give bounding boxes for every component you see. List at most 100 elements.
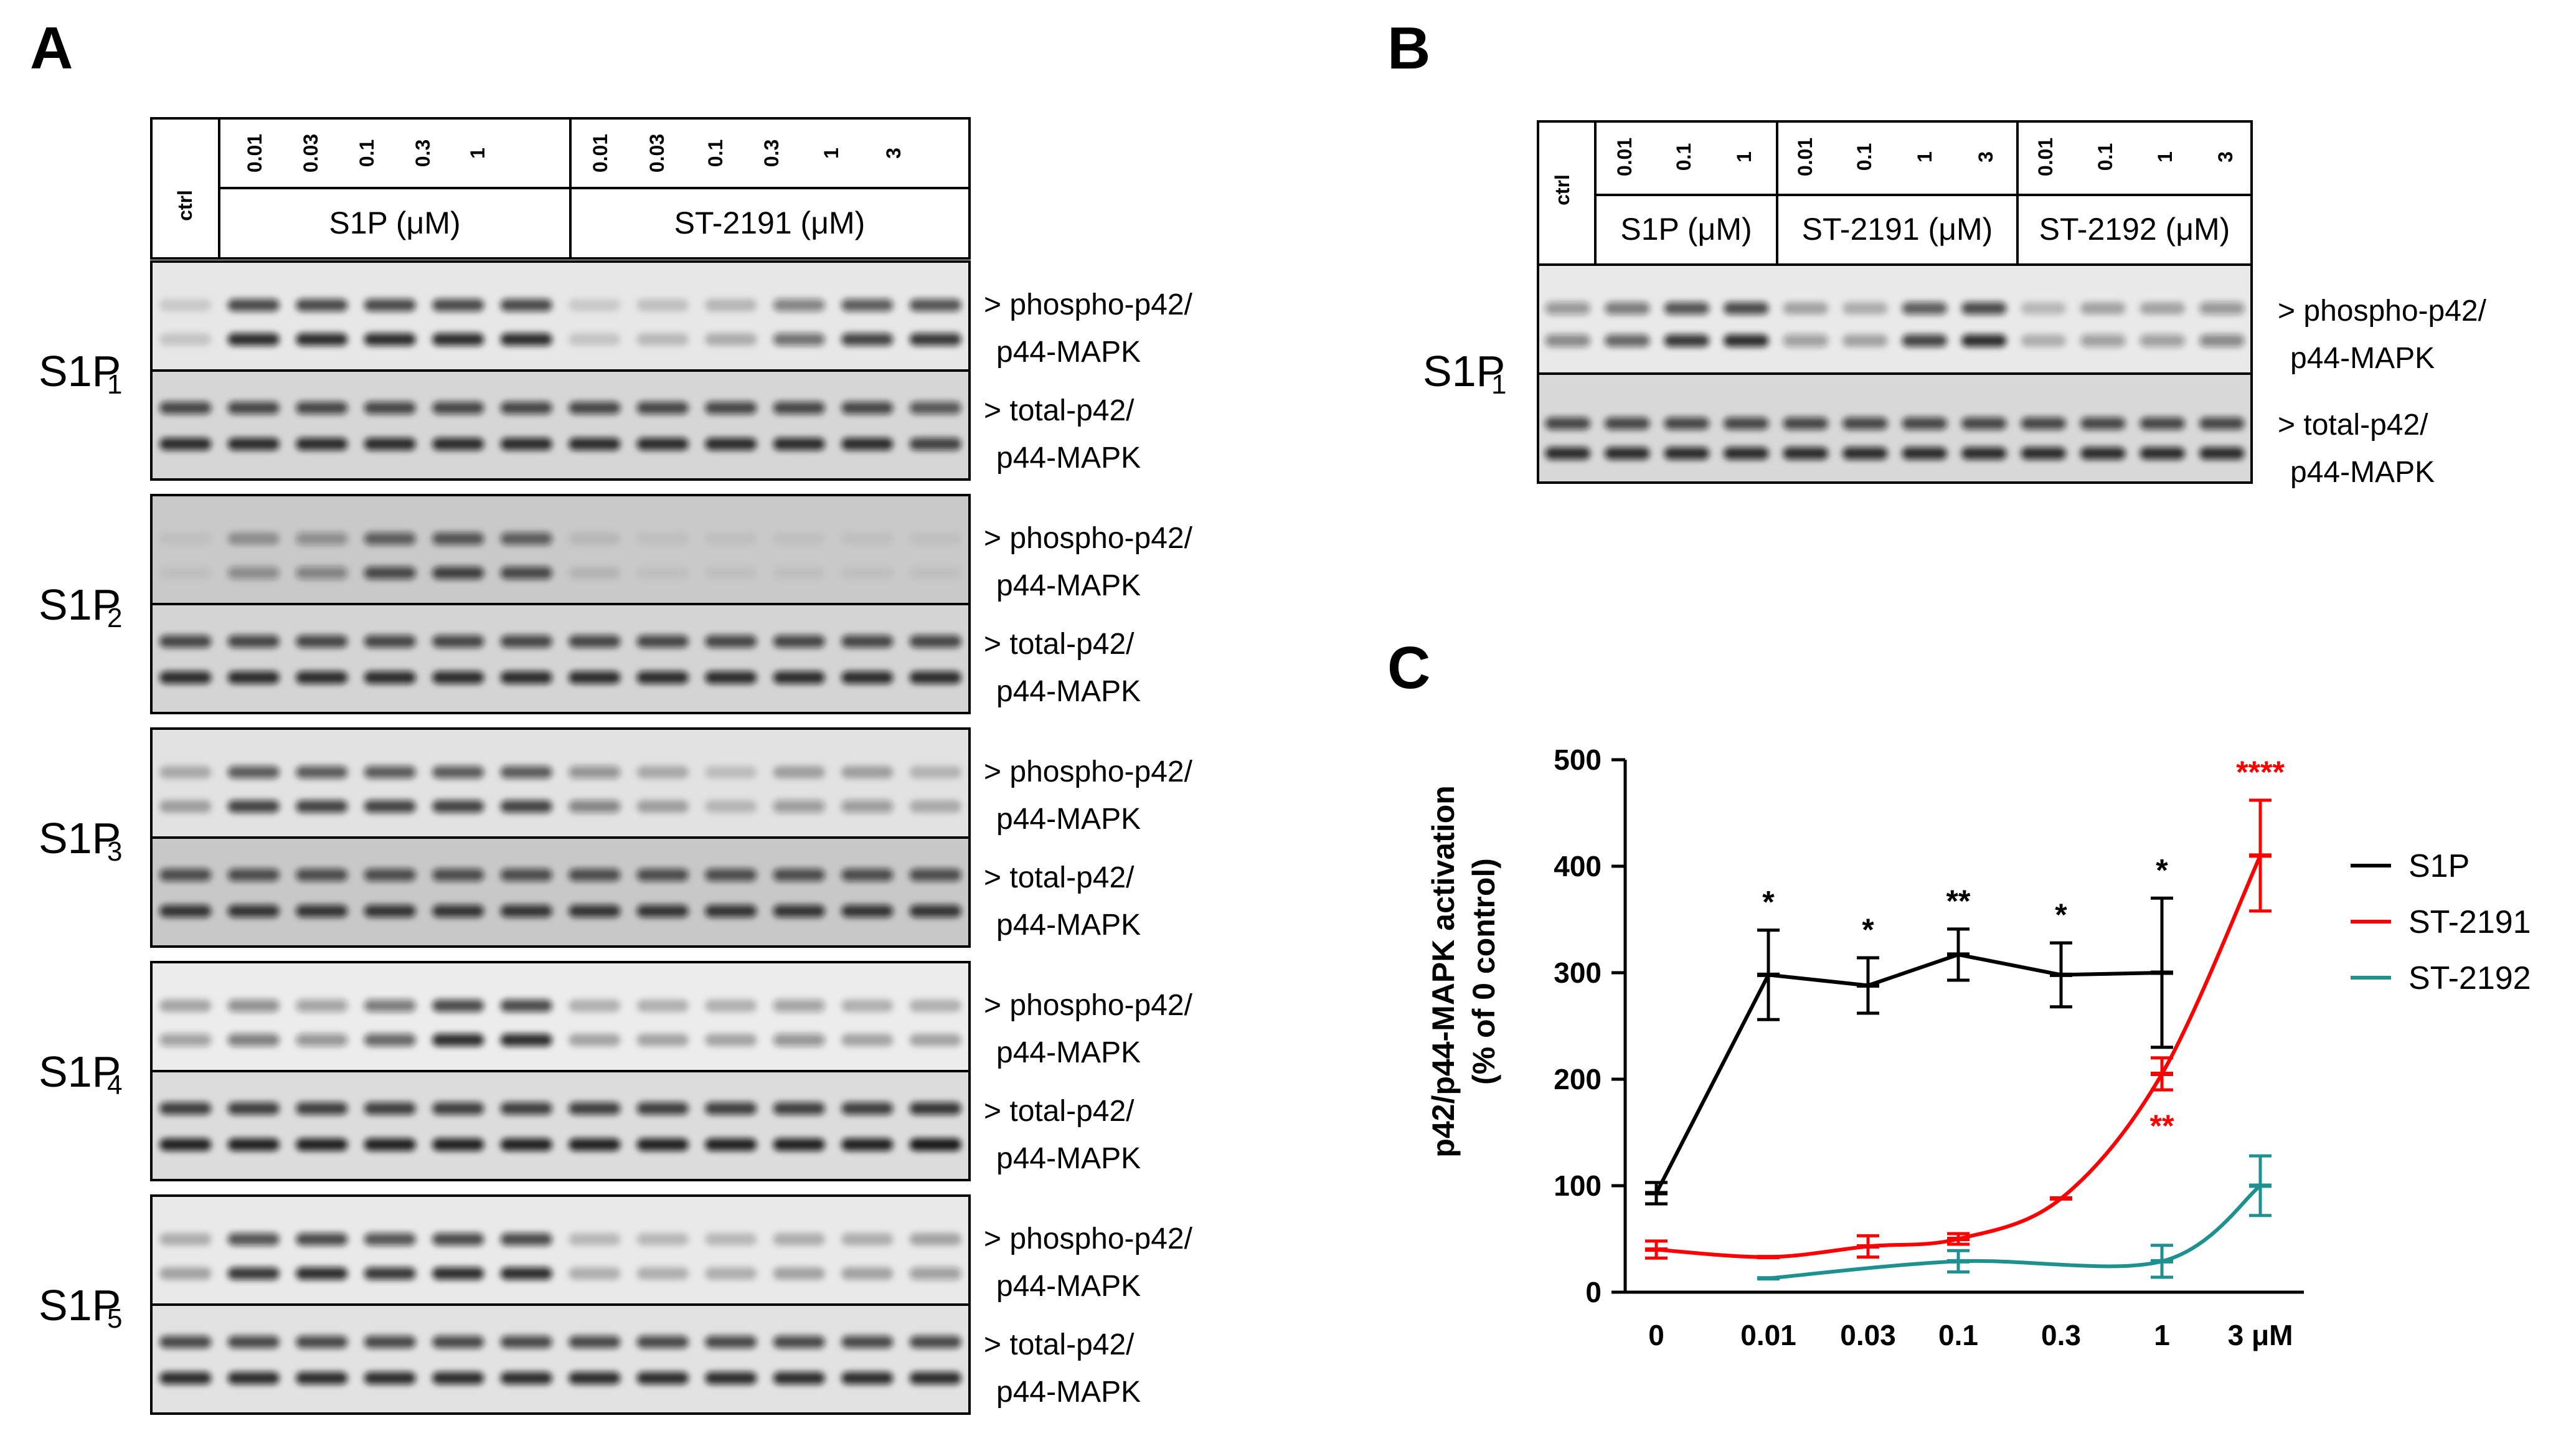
legend-item: S1P bbox=[2351, 848, 2470, 884]
blot-band bbox=[569, 671, 621, 684]
blot-band bbox=[296, 438, 348, 450]
blot-band bbox=[227, 333, 280, 346]
blot-phospho bbox=[150, 1194, 971, 1306]
panel-a-st2191-dose: 0.1 bbox=[704, 139, 727, 167]
blot-band bbox=[500, 1233, 552, 1245]
blot-band bbox=[1961, 417, 2007, 430]
blot-band bbox=[159, 333, 212, 346]
receptor-label-sub: 4 bbox=[107, 1070, 122, 1100]
panel-a-s1p-dose: 0.1 bbox=[356, 139, 378, 167]
blot-band bbox=[909, 1233, 961, 1245]
panel-c: C 0 100 200 300 400 500 0 0.01 0.03 0.1 0.3 1 3 μM *… bbox=[1387, 635, 2531, 1351]
blot-band bbox=[909, 532, 961, 545]
total-label-line2: p44-MAPK bbox=[996, 675, 1141, 708]
panel-a-group-st2191: ST-2191 (μM) bbox=[674, 206, 866, 240]
blot-band bbox=[705, 869, 757, 881]
blot-band bbox=[636, 567, 689, 579]
blot-band bbox=[432, 532, 484, 545]
blot-band bbox=[841, 402, 894, 414]
series-line bbox=[1654, 952, 2163, 1194]
blot-band bbox=[159, 905, 212, 917]
total-label-line1: > total-p42/ bbox=[2278, 409, 2428, 442]
blot-band bbox=[159, 635, 212, 648]
blot-band bbox=[227, 869, 280, 881]
receptor-label-name: S1P bbox=[39, 347, 121, 395]
blot-band bbox=[841, 567, 894, 579]
blot-band bbox=[1783, 302, 1829, 314]
total-label-line1: > total-p42/ bbox=[984, 394, 1135, 427]
series-s1p: **** ** bbox=[1645, 853, 2173, 1206]
blot-band bbox=[296, 1233, 348, 1245]
y-tick-label: 300 bbox=[1554, 957, 1602, 989]
blot-band bbox=[1664, 334, 1710, 347]
blot-total bbox=[150, 836, 971, 948]
total-label-line1: > total-p42/ bbox=[984, 861, 1135, 894]
phospho-label-line2: p44-MAPK bbox=[2290, 342, 2435, 375]
blot-band bbox=[909, 402, 961, 414]
blot-band bbox=[773, 333, 825, 346]
blot-band bbox=[500, 438, 552, 450]
panel-a-s1p-dose: 0.3 bbox=[412, 139, 434, 167]
blot-band bbox=[1723, 334, 1769, 347]
blot-band bbox=[773, 800, 825, 813]
blot-band bbox=[364, 1138, 416, 1151]
total-label-line2: p44-MAPK bbox=[996, 1376, 1141, 1409]
blot-band bbox=[227, 1138, 280, 1151]
blot-band bbox=[773, 532, 825, 545]
blot-band bbox=[227, 999, 280, 1012]
y-tick-label: 100 bbox=[1554, 1170, 1602, 1202]
blot-band bbox=[296, 1034, 348, 1046]
blot-band bbox=[569, 1336, 621, 1348]
blot-band bbox=[841, 1372, 894, 1384]
receptor-label-name: S1P bbox=[39, 1281, 121, 1330]
blot-band bbox=[1842, 334, 1888, 347]
total-label-line2: p44-MAPK bbox=[996, 1142, 1141, 1175]
blot-band bbox=[773, 1034, 825, 1046]
blot-band bbox=[773, 905, 825, 917]
blot-band bbox=[500, 1102, 552, 1115]
blot-band bbox=[1545, 417, 1591, 430]
blot-band bbox=[296, 635, 348, 648]
chart-series: **** ******** bbox=[1645, 755, 2285, 1281]
blot-band bbox=[909, 1267, 961, 1280]
blot-band bbox=[569, 1233, 621, 1245]
blot-band bbox=[773, 1233, 825, 1245]
x-tick-label: 0.3 bbox=[2041, 1319, 2081, 1351]
blot-band bbox=[705, 1034, 757, 1046]
blot-band bbox=[569, 766, 621, 778]
panel-a-s1p-dose: 0.01 bbox=[243, 134, 266, 172]
blot-band bbox=[841, 1102, 894, 1115]
blot-band bbox=[909, 1336, 961, 1348]
blot-band bbox=[500, 1267, 552, 1280]
blot-band bbox=[432, 999, 484, 1012]
blot-band bbox=[909, 800, 961, 813]
blot-band bbox=[1783, 447, 1829, 460]
panel-b-ctrl-label: ctrl bbox=[1551, 174, 1573, 206]
significance-label: * bbox=[1762, 885, 1775, 920]
blot-band bbox=[432, 333, 484, 346]
blot-band bbox=[1902, 417, 1948, 430]
receptor-label-sub: 2 bbox=[107, 603, 122, 633]
panel-b-st2191-dose: 0.01 bbox=[1794, 138, 1816, 176]
blot-band bbox=[773, 1267, 825, 1280]
blot-band bbox=[569, 567, 621, 579]
blot-band bbox=[569, 1138, 621, 1151]
phospho-label-line1: > phospho-p42/ bbox=[984, 989, 1193, 1022]
y-tick-label: 400 bbox=[1554, 850, 1602, 882]
blot-band bbox=[569, 635, 621, 648]
blot-band bbox=[841, 1267, 894, 1280]
blot-band bbox=[909, 438, 961, 450]
blot-band bbox=[296, 299, 348, 311]
blot-band bbox=[1664, 417, 1710, 430]
blot-band bbox=[227, 1267, 280, 1280]
blot-band bbox=[909, 1372, 961, 1384]
panel-b: B ctrl 0.01 0.1 1 0.01 0.1 1 3 0.01 0.1 1 3 S1P (μM… bbox=[1387, 15, 2487, 489]
blot-band bbox=[500, 999, 552, 1012]
phospho-label-line1: > phospho-p42/ bbox=[984, 755, 1193, 788]
blot-total bbox=[150, 603, 971, 714]
blot-band bbox=[636, 402, 689, 414]
blot-band bbox=[159, 1336, 212, 1348]
blot-band bbox=[636, 1233, 689, 1245]
